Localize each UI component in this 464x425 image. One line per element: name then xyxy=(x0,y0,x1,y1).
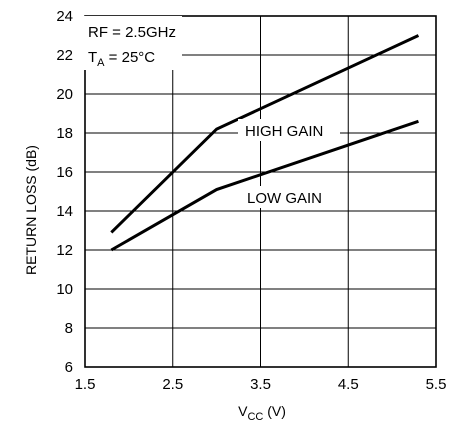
low-gain-label-bg xyxy=(240,186,328,208)
x-tick-label: 5.5 xyxy=(426,376,447,393)
x-tick-label: 1.5 xyxy=(75,376,96,393)
y-tick-label: 16 xyxy=(56,164,73,181)
y-tick-label: 20 xyxy=(56,86,73,103)
y-tick-label: 10 xyxy=(56,281,73,298)
annotation-ta: TA = 25°C xyxy=(88,49,155,69)
annotation-rf: RF = 2.5GHz xyxy=(88,24,176,41)
series-line-low-gain xyxy=(110,119,419,252)
plot-frame xyxy=(84,15,437,368)
series-label-high-gain: HIGH GAIN xyxy=(245,123,323,140)
series-line-high-gain xyxy=(110,34,420,234)
y-tick-label: 8 xyxy=(65,320,73,337)
y-axis-label: RETURN LOSS (dB) xyxy=(23,145,39,275)
y-tick-label: 6 xyxy=(65,359,73,376)
y-tick-label: 12 xyxy=(56,242,73,259)
x-tick-label: 3.5 xyxy=(250,376,271,393)
y-tick-labels: 6 8 10 12 14 16 18 20 22 24 xyxy=(56,8,73,376)
high-gain-label-bg xyxy=(238,119,340,141)
series-label-low-gain: LOW GAIN xyxy=(247,190,322,207)
y-tick-label: 24 xyxy=(56,8,73,25)
x-tick-labels: 1.5 2.5 3.5 4.5 5.5 xyxy=(75,376,447,393)
y-tick-label: 22 xyxy=(56,47,73,64)
y-tick-label: 14 xyxy=(56,203,73,220)
y-tick-label: 18 xyxy=(56,125,73,142)
x-tick-label: 4.5 xyxy=(338,376,359,393)
x-tick-label: 2.5 xyxy=(162,376,183,393)
annotation-background xyxy=(78,16,182,70)
x-axis-label: VCC (V) xyxy=(238,403,286,423)
series-lines xyxy=(110,34,420,252)
